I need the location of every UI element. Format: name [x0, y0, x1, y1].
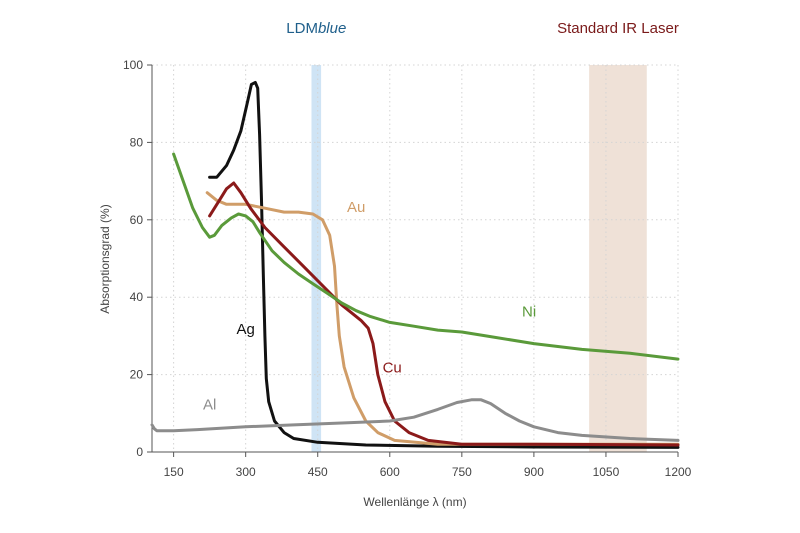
x-tick-label-300: 300 — [236, 465, 256, 479]
series-labels: Ag Au Cu Ni Al — [203, 199, 536, 413]
chart-grid — [152, 64, 679, 452]
x-tick-label-1200: 1200 — [665, 465, 692, 479]
series-line-cu — [208, 181, 680, 447]
x-tick-label-150: 150 — [164, 465, 184, 479]
series-label-au: Au — [347, 199, 365, 216]
y-tick-label-0: 0 — [136, 445, 143, 459]
x-tick-label-750: 750 — [452, 465, 472, 479]
x-tick-label-450: 450 — [308, 465, 328, 479]
x-tick-label-900: 900 — [524, 465, 544, 479]
x-axis-title: Wellenlänge λ (nm) — [363, 495, 466, 509]
y-axis-title: Absorptionsgrad (%) — [98, 204, 112, 313]
band-labels: LDMblue Standard IR Laser — [286, 20, 679, 37]
band-label-1: Standard IR Laser — [557, 20, 679, 37]
wavelength-bands — [311, 65, 647, 452]
series-label-al: Al — [203, 396, 216, 413]
series-line-au — [205, 191, 680, 446]
y-tick-label-80: 80 — [130, 135, 144, 149]
y-axis-ticks: 0 20 40 60 80 100 — [123, 58, 152, 459]
series-label-ag: Ag — [236, 321, 254, 338]
series-line-ni — [172, 152, 680, 361]
y-tick-label-20: 20 — [130, 368, 144, 382]
y-tick-label-60: 60 — [130, 213, 144, 227]
x-tick-label-1050: 1050 — [593, 465, 620, 479]
series-line-al — [150, 398, 680, 442]
band-label-0: LDMblue — [286, 20, 346, 37]
band-0 — [311, 65, 322, 452]
series-label-ni: Ni — [522, 304, 536, 321]
series-label-cu: Cu — [383, 360, 402, 377]
y-tick-label-40: 40 — [130, 290, 144, 304]
series-line-ag — [208, 80, 680, 449]
x-axis-ticks: 150 300 450 600 750 900 1050 1200 — [164, 452, 692, 479]
band-1 — [589, 65, 647, 452]
x-tick-label-600: 600 — [380, 465, 400, 479]
chart-axes — [151, 65, 678, 453]
y-tick-label-100: 100 — [123, 58, 143, 72]
series-lines — [150, 80, 680, 449]
